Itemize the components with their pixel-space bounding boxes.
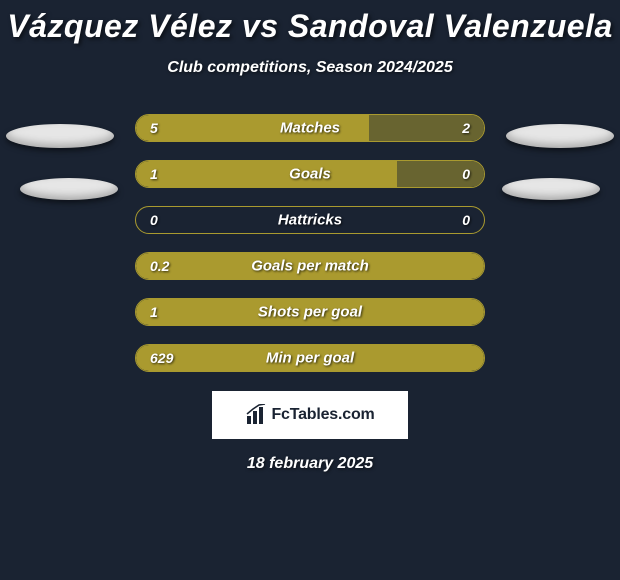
bar-right: [397, 161, 484, 187]
metric-label: Hattricks: [278, 212, 342, 229]
metric-label: Shots per goal: [258, 304, 362, 321]
brand-badge[interactable]: FcTables.com: [212, 391, 408, 439]
value-left: 5: [150, 120, 158, 136]
chart-icon: [245, 404, 269, 426]
value-left: 629: [150, 350, 173, 366]
brand-text: FcTables.com: [271, 406, 374, 424]
metric-label: Min per goal: [266, 350, 354, 367]
metric-label: Goals per match: [251, 258, 369, 275]
bar-track: 1 Goals 0: [135, 160, 485, 188]
value-left: 1: [150, 166, 158, 182]
bar-track: 1 Shots per goal: [135, 298, 485, 326]
comparison-chart: 5 Matches 2 1 Goals 0 0 Hattricks 0 0.2 …: [0, 105, 620, 381]
value-left: 0.2: [150, 258, 169, 274]
date-label: 18 february 2025: [0, 455, 620, 473]
metric-row: 1 Shots per goal: [0, 289, 620, 335]
bar-track: 0.2 Goals per match: [135, 252, 485, 280]
bar-track: 0 Hattricks 0: [135, 206, 485, 234]
value-left: 1: [150, 304, 158, 320]
bar-track: 629 Min per goal: [135, 344, 485, 372]
value-right: 0: [462, 166, 470, 182]
metric-label: Matches: [280, 120, 340, 137]
metric-row: 0.2 Goals per match: [0, 243, 620, 289]
bar-track: 5 Matches 2: [135, 114, 485, 142]
bar-left: [136, 161, 397, 187]
metric-label: Goals: [289, 166, 331, 183]
metric-row: 5 Matches 2: [0, 105, 620, 151]
metric-row: 629 Min per goal: [0, 335, 620, 381]
metric-row: 1 Goals 0: [0, 151, 620, 197]
value-right: 2: [462, 120, 470, 136]
value-left: 0: [150, 212, 158, 228]
value-right: 0: [462, 212, 470, 228]
metric-row: 0 Hattricks 0: [0, 197, 620, 243]
page-title: Vázquez Vélez vs Sandoval Valenzuela: [0, 0, 620, 45]
subtitle: Club competitions, Season 2024/2025: [0, 59, 620, 77]
